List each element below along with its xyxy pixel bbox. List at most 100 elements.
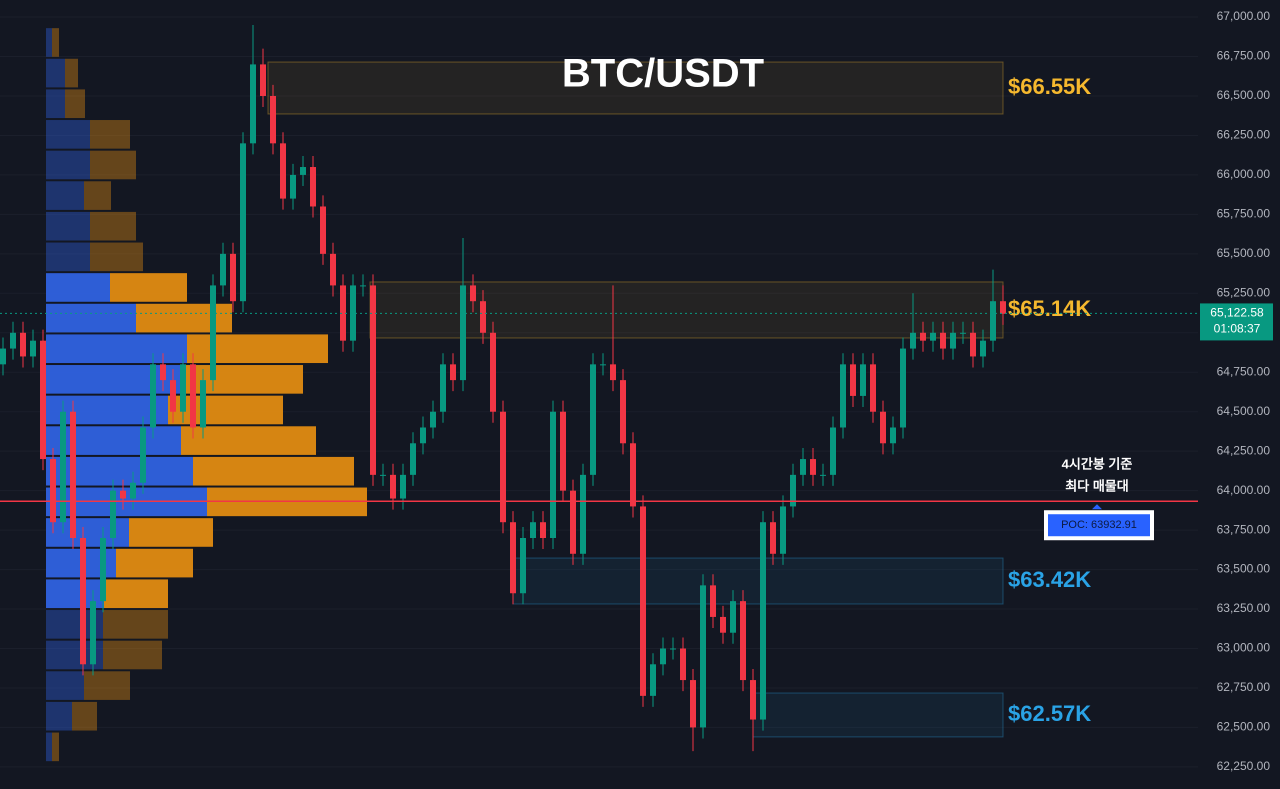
candle-body	[30, 340, 36, 357]
candle-body	[960, 332, 966, 334]
candle-body	[130, 482, 136, 499]
candle-body	[360, 285, 366, 287]
candle-body	[520, 537, 526, 594]
profile-buy	[46, 426, 181, 455]
candle-body	[330, 253, 336, 286]
candle-body	[280, 143, 286, 199]
profile-sell	[52, 732, 59, 762]
candle-body	[310, 167, 316, 207]
poc-note: 4시간봉 기준	[1062, 457, 1133, 472]
candle-body	[290, 174, 296, 199]
candle-body	[950, 332, 956, 349]
candle-body	[150, 364, 156, 428]
zone-label: $62.57K	[1008, 701, 1091, 726]
candle-body	[800, 459, 806, 475]
candle-body	[860, 364, 866, 396]
candle-body	[780, 506, 786, 554]
candle-body	[430, 411, 436, 428]
zone-label: $66.55K	[1008, 74, 1091, 99]
candle-body	[900, 348, 906, 428]
candle-body	[240, 143, 246, 302]
zone-label: $63.42K	[1008, 567, 1091, 592]
y-tick-label: 65,500.00	[1217, 246, 1271, 260]
profile-buy	[46, 303, 136, 333]
candle-body	[220, 253, 226, 286]
candle-body	[880, 411, 886, 444]
candle-body	[770, 522, 776, 554]
profile-sell	[110, 273, 187, 302]
y-tick-label: 66,500.00	[1217, 88, 1271, 102]
y-tick-label: 64,250.00	[1217, 443, 1271, 457]
candle-body	[20, 332, 26, 357]
candle-body	[0, 348, 6, 365]
y-tick-label: 66,250.00	[1217, 128, 1271, 142]
candle-body	[980, 340, 986, 357]
profile-buy	[46, 120, 90, 149]
candle-body	[560, 411, 566, 491]
candle-body	[380, 474, 386, 476]
candle-body	[910, 332, 916, 349]
candle-body	[540, 522, 546, 538]
last-price-box	[1200, 303, 1273, 341]
candle-body	[840, 364, 846, 428]
profile-buy	[46, 58, 65, 88]
profile-sell	[103, 640, 162, 670]
zone-box	[752, 692, 1004, 738]
candle-body	[190, 364, 196, 428]
candle-body	[210, 285, 216, 381]
profile-sell	[90, 120, 130, 149]
profile-buy	[46, 456, 193, 486]
profile-sell	[103, 610, 168, 639]
candle-body	[60, 411, 66, 523]
y-tick-label: 65,750.00	[1217, 207, 1271, 221]
candle-body	[610, 364, 616, 381]
candle-body	[320, 206, 326, 254]
candle-body	[890, 427, 896, 444]
candles	[0, 24, 1006, 752]
candle-body	[620, 380, 626, 444]
candle-body	[630, 443, 636, 507]
candle-body	[700, 585, 706, 728]
candle-body	[300, 167, 306, 175]
zone-box	[512, 557, 1004, 605]
profile-sell	[84, 671, 130, 700]
profile-sell	[65, 89, 85, 119]
profile-sell	[72, 701, 97, 731]
profile-sell	[90, 242, 143, 272]
candle-body	[530, 522, 536, 538]
candle-body	[110, 490, 116, 538]
profile-buy	[46, 395, 168, 425]
candle-body	[720, 616, 726, 633]
candle-body	[930, 332, 936, 341]
candle-body	[80, 537, 86, 665]
candle-body	[810, 459, 816, 475]
candle-body	[410, 443, 416, 475]
candle-body	[760, 522, 766, 720]
candle-body	[420, 427, 426, 444]
y-tick-label: 62,250.00	[1217, 759, 1271, 773]
poc-note: 최다 매물대	[1065, 479, 1128, 494]
candle-body	[100, 537, 106, 602]
profile-buy	[46, 211, 90, 241]
y-tick-label: 63,000.00	[1217, 641, 1271, 655]
zones: $66.55K $65.14K $63.42K $62.57K	[267, 61, 1091, 738]
candle-body	[450, 364, 456, 381]
poc-box	[1048, 514, 1150, 537]
y-tick-label: 65,250.00	[1217, 285, 1271, 299]
y-tick-label: 67,000.00	[1217, 9, 1271, 23]
profile-buy	[46, 334, 187, 364]
y-tick-label: 64,000.00	[1217, 483, 1271, 497]
last-price-label: 65,122.58	[1210, 306, 1264, 320]
zone-label: $65.14K	[1008, 296, 1091, 321]
candle-body	[750, 680, 756, 720]
profile-sell	[187, 334, 328, 364]
countdown: 01:08:37	[1214, 322, 1261, 336]
profile-sell	[84, 181, 111, 210]
candle-body	[260, 64, 266, 96]
candle-body	[550, 411, 556, 538]
y-tick-label: 62,500.00	[1217, 720, 1271, 734]
candle-body	[160, 364, 166, 381]
y-tick-label: 66,750.00	[1217, 49, 1271, 63]
